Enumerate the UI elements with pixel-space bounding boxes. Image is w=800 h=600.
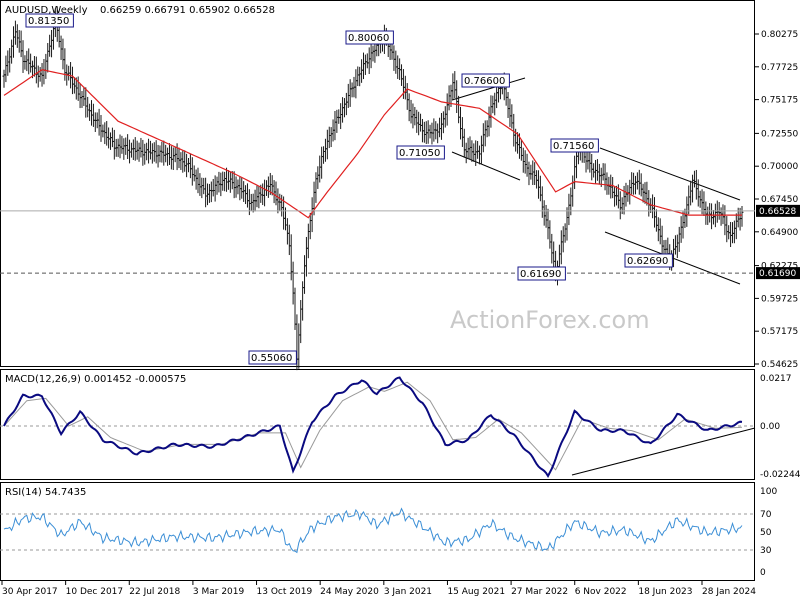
y-tick-label: 0.75175 [761, 96, 798, 106]
channel-upper-line [599, 147, 741, 201]
annotation-box [550, 138, 599, 153]
annotation-label: 0.61690 [520, 269, 561, 280]
macd-label: MACD(12,26,9) 0.001452 -0.000575 [5, 374, 186, 385]
macd-tick-label: -0.022445 [760, 470, 800, 480]
rsi-y-axis: 100 70 50 30 0 [760, 487, 777, 578]
macd-lines [3, 376, 743, 478]
macd-tick-label: 0.00 [760, 422, 780, 432]
trendlines [451, 77, 756, 476]
x-tick-label: 15 Aug 2021 [447, 587, 505, 597]
rsi-tick-label: 70 [760, 510, 772, 520]
y-tick-label: 0.64900 [761, 228, 798, 238]
price-y-axis: 0.80275 0.77725 0.75175 0.72550 0.70000 0.674… [755, 30, 800, 370]
x-tick-label: 3 Mar 2019 [193, 587, 245, 597]
x-tick-label: 22 Jul 2018 [129, 587, 180, 597]
y-tick-label: 0.72550 [761, 129, 798, 139]
x-tick-label: 13 Oct 2019 [257, 587, 313, 597]
watermark: ActionForex.com [450, 306, 650, 334]
x-tick-label: 24 May 2020 [320, 587, 379, 597]
x-tick-label: 30 Apr 2017 [2, 587, 58, 597]
ma-line [3, 69, 742, 219]
price-bars [2, 6, 744, 371]
x-tick-label: 6 Nov 2022 [575, 587, 627, 597]
y-tick-label: 0.67450 [761, 195, 798, 205]
annotation-label: 0.71050 [399, 148, 440, 159]
trendline-2021-bottom [451, 151, 521, 181]
rsi-tick-label: 100 [760, 487, 777, 497]
symbol-label: AUDUSD,Weekly [5, 5, 88, 16]
y-tick-label: 0.77725 [761, 63, 798, 73]
macd-panel-frame [0, 369, 755, 480]
y-tick-label: 0.54625 [761, 360, 798, 370]
annotation-box [345, 30, 394, 45]
macd-tick-label: 0.0217 [760, 374, 792, 384]
annotation-label: 0.71560 [553, 141, 594, 152]
x-tick-label: 18 Jun 2023 [638, 587, 692, 597]
macd-y-axis: 0.0217 0.00 -0.022445 [760, 374, 800, 480]
annotation-label: 0.81350 [28, 16, 69, 27]
y-tick-label: 0.70000 [761, 162, 798, 172]
annotation-box [461, 73, 510, 88]
rsi-panel-frame [0, 482, 755, 581]
x-tick-label: 3 Jan 2021 [384, 587, 432, 597]
rsi-line [3, 507, 743, 554]
trendline-2021-top [451, 77, 526, 101]
moving-average [3, 69, 742, 219]
annotation-label: 0.76600 [464, 76, 505, 87]
y-tick-label: 0.80275 [761, 30, 798, 40]
x-tick-label: 27 Mar 2022 [511, 587, 568, 597]
annotation-label: 0.80060 [348, 33, 389, 44]
y-tick-label: 0.57175 [761, 327, 798, 337]
macd-trendline [571, 427, 756, 476]
rsi-line [3, 507, 743, 554]
x-tick-label: 10 Dec 2017 [66, 587, 124, 597]
annotation-box [396, 145, 445, 160]
annotation-box [517, 266, 566, 281]
y-tick-label: 0.62275 [761, 262, 798, 272]
price-annotations: 0.81350 0.80060 0.76600 0.71050 0.71560 0.626… [25, 13, 673, 365]
rsi-tick-label: 30 [760, 546, 772, 556]
ohlc-label: 0.66259 0.66791 0.65902 0.66528 [100, 5, 275, 16]
annotation-box [248, 350, 297, 365]
annotation-label: 0.62690 [627, 256, 668, 267]
x-axis: 30 Apr 2017 10 Dec 2017 22 Jul 2018 3 Mar 2… [1, 581, 756, 597]
y-tick-label: 0.59725 [761, 294, 798, 304]
x-tick-label: 28 Jan 2024 [702, 587, 756, 597]
rsi-tick-label: 0 [760, 568, 766, 578]
current-price-tag-label: 0.66528 [759, 207, 796, 217]
price-level-lines [0, 210, 755, 274]
support-price-tag [756, 267, 800, 280]
support-price-tag-label: 0.61690 [759, 269, 796, 279]
annotation-box [25, 13, 74, 28]
annotation-label: 0.55060 [251, 353, 292, 364]
rsi-tick-label: 50 [760, 528, 772, 538]
annotation-box [624, 253, 673, 268]
macd-line [3, 376, 743, 478]
current-price-tag [756, 204, 800, 217]
rsi-label: RSI(14) 54.7435 [5, 487, 86, 498]
price-panel-frame [0, 0, 755, 367]
